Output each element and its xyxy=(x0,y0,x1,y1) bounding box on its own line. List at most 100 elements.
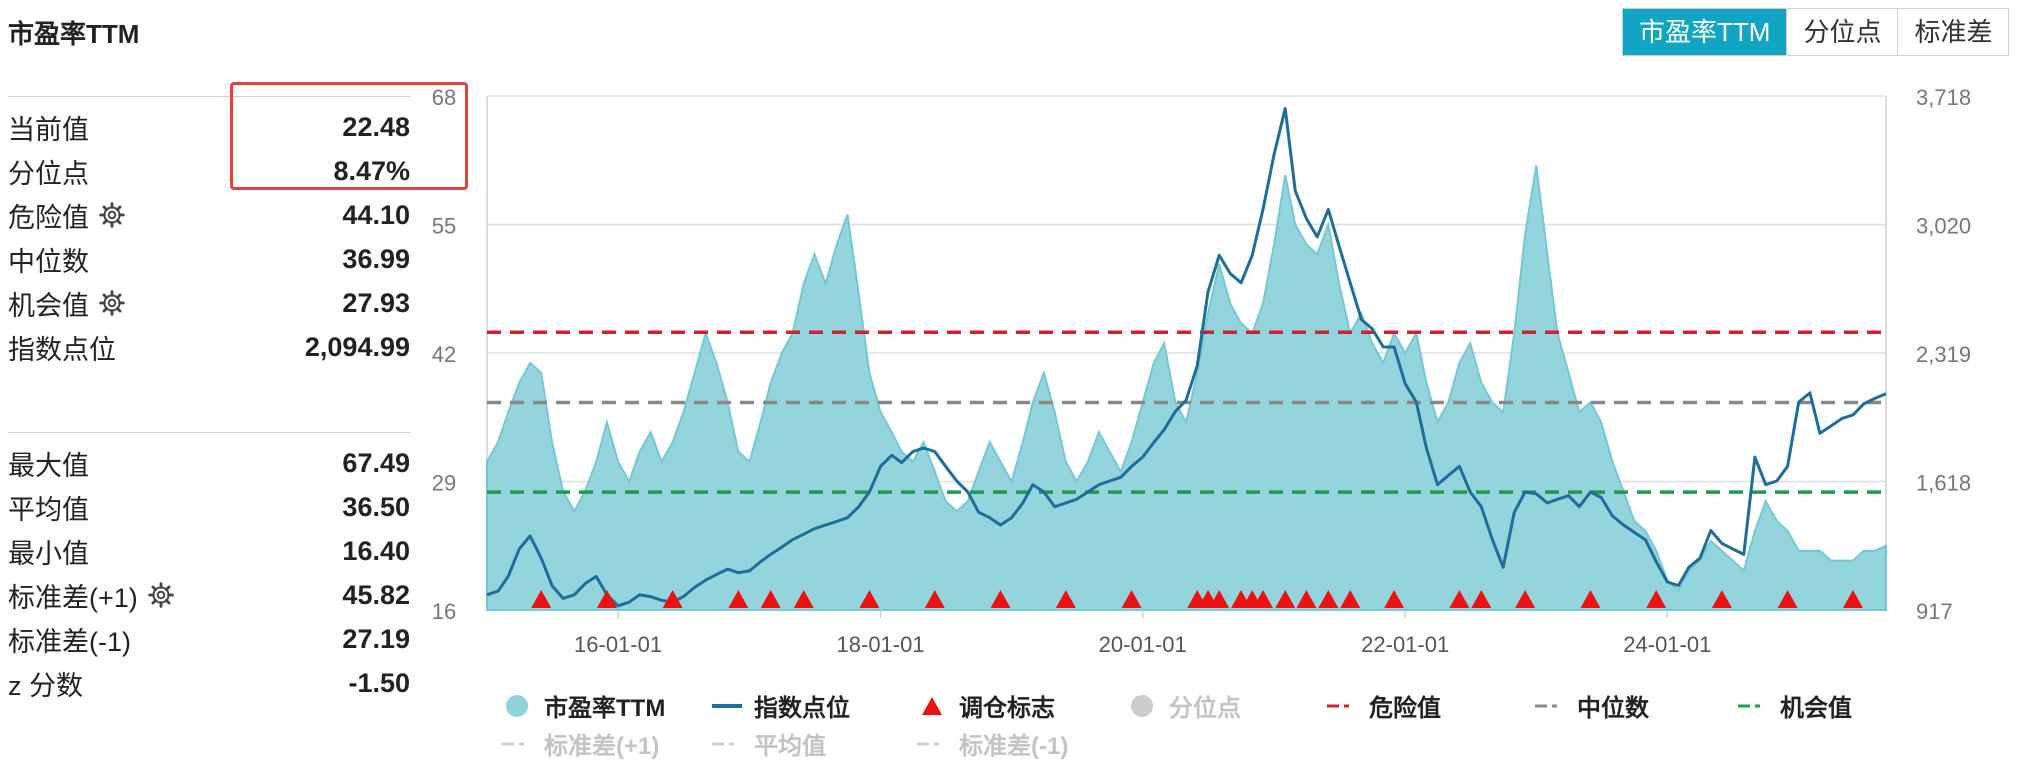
legend-item[interactable]: 指数点位 xyxy=(710,688,850,723)
x-tick-label: 24-01-01 xyxy=(1623,632,1711,657)
stat-row: 平均值 36.50 xyxy=(8,485,410,529)
series-pe-area xyxy=(486,165,1887,611)
rebalance-marker xyxy=(1296,590,1317,608)
stat-row: 危险值 44.10 xyxy=(8,193,410,237)
stat-label: 标准差(+1) xyxy=(8,582,138,613)
legend-label: 市盈率TTM xyxy=(544,695,666,722)
rebalance-marker xyxy=(1449,590,1470,608)
divider xyxy=(8,96,410,97)
stat-value: 27.19 xyxy=(342,623,410,654)
legend-item[interactable]: 分位点 xyxy=(1125,688,1241,723)
legend-label: 调仓标志 xyxy=(959,695,1055,722)
page-title: 市盈率TTM xyxy=(8,19,140,49)
y-left-tick-label: 29 xyxy=(432,471,456,496)
legend-label: 危险值 xyxy=(1369,695,1441,722)
y-right-tick-label: 3,020 xyxy=(1916,214,1971,239)
rebalance-marker xyxy=(1777,590,1798,608)
legend-label: 平均值 xyxy=(754,733,826,760)
y-left-tick-label: 16 xyxy=(432,599,456,624)
toggle-button-2[interactable]: 标准差 xyxy=(1897,9,2008,55)
legend-item[interactable]: 平均值 xyxy=(710,726,826,761)
toggle-button-0[interactable]: 市盈率TTM xyxy=(1623,9,1787,55)
stat-label: 标准差(-1) xyxy=(8,626,131,657)
legend-label: 机会值 xyxy=(1780,695,1852,722)
rebalance-marker xyxy=(1384,590,1405,608)
stat-row: 机会值 27.93 xyxy=(8,281,410,325)
rebalance-marker xyxy=(1121,590,1142,608)
legend-label: 分位点 xyxy=(1169,695,1241,722)
stat-label: 指数点位 xyxy=(8,334,116,365)
legend-item[interactable]: 标准差(+1) xyxy=(500,726,659,761)
stat-value: 67.49 xyxy=(342,447,410,478)
legend-item[interactable]: 调仓标志 xyxy=(915,688,1055,723)
stat-row: 分位点 8.47% xyxy=(8,149,410,193)
legend-item[interactable]: 中位数 xyxy=(1533,688,1649,723)
gear-icon[interactable] xyxy=(147,582,174,608)
stat-row: 最小值 16.40 xyxy=(8,529,410,573)
stat-label: 最小值 xyxy=(8,538,89,569)
stat-label: z 分数 xyxy=(8,670,84,701)
stat-value: 44.10 xyxy=(342,199,410,230)
rebalance-marker xyxy=(1711,590,1732,608)
stat-label: 中位数 xyxy=(8,246,89,277)
rebalance-marker xyxy=(793,590,814,608)
stat-label: 分位点 xyxy=(8,158,89,189)
stat-row: 标准差(+1) 45.82 xyxy=(8,573,410,617)
stat-value: 2,094.99 xyxy=(304,331,410,362)
rebalance-marker xyxy=(728,590,749,608)
rebalance-marker xyxy=(1340,590,1361,608)
rebalance-marker xyxy=(1275,590,1296,608)
rebalance-marker xyxy=(1318,590,1339,608)
dash-icon xyxy=(1738,704,1760,707)
highlight-box xyxy=(230,82,468,190)
rebalance-marker xyxy=(596,590,617,608)
y-right-tick-label: 917 xyxy=(1916,599,1953,624)
stat-label: 最大值 xyxy=(8,450,89,481)
circle-icon xyxy=(1131,694,1153,717)
stat-value: 36.99 xyxy=(342,243,410,274)
gear-icon[interactable] xyxy=(99,202,125,228)
rebalance-marker xyxy=(990,590,1011,608)
rebalance-marker xyxy=(1252,590,1273,608)
rebalance-marker xyxy=(531,590,552,608)
dash-icon xyxy=(1327,704,1349,707)
x-tick-label: 16-01-01 xyxy=(574,632,662,657)
stat-label: 危险值 xyxy=(8,202,89,233)
legend-item[interactable]: 标准差(-1) xyxy=(915,726,1068,761)
line-icon xyxy=(712,703,742,708)
x-tick-label: 20-01-01 xyxy=(1099,632,1187,657)
rebalance-marker xyxy=(924,590,945,608)
x-tick-label: 18-01-01 xyxy=(837,632,925,657)
x-tick-label: 22-01-01 xyxy=(1361,632,1449,657)
rebalance-marker xyxy=(859,590,880,608)
gear-icon[interactable] xyxy=(99,290,125,316)
rebalance-marker xyxy=(1515,590,1536,608)
circle-icon xyxy=(506,694,528,717)
legend-item[interactable]: 市盈率TTM xyxy=(500,688,665,723)
legend-item[interactable]: 危险值 xyxy=(1325,688,1441,723)
legend-item[interactable]: 机会值 xyxy=(1736,688,1852,723)
rebalance-marker xyxy=(1842,590,1863,608)
stat-value: 36.50 xyxy=(342,491,410,522)
rebalance-marker xyxy=(1646,590,1667,608)
series-index-line xyxy=(486,107,1887,608)
stat-row: 当前值 22.48 xyxy=(8,105,410,149)
legend-label: 标准差(-1) xyxy=(959,733,1069,760)
stat-label: 当前值 xyxy=(8,114,89,145)
stat-value: 45.82 xyxy=(342,579,410,610)
pe-chart: 16 29 42 55 68 917 1,618 2,319 3,020 3,718 16-01-0… xyxy=(432,85,1971,657)
stat-row: 中位数 36.99 xyxy=(8,237,410,281)
stat-value: -1.50 xyxy=(348,667,410,698)
triangle-icon xyxy=(922,696,942,715)
dash-icon xyxy=(712,742,734,745)
stat-row: 指数点位 2,094.99 xyxy=(8,325,410,369)
rebalance-marker xyxy=(1471,590,1492,608)
toggle-button-1[interactable]: 分位点 xyxy=(1786,9,1897,55)
rebalance-marker xyxy=(1580,590,1601,608)
legend-label: 指数点位 xyxy=(754,695,850,722)
stat-row: z 分数 -1.50 xyxy=(8,661,410,705)
rebalance-marker xyxy=(662,590,683,608)
stat-value: 16.40 xyxy=(342,535,410,566)
y-left-tick-label: 42 xyxy=(432,342,456,367)
y-right-tick-label: 2,319 xyxy=(1916,342,1971,367)
